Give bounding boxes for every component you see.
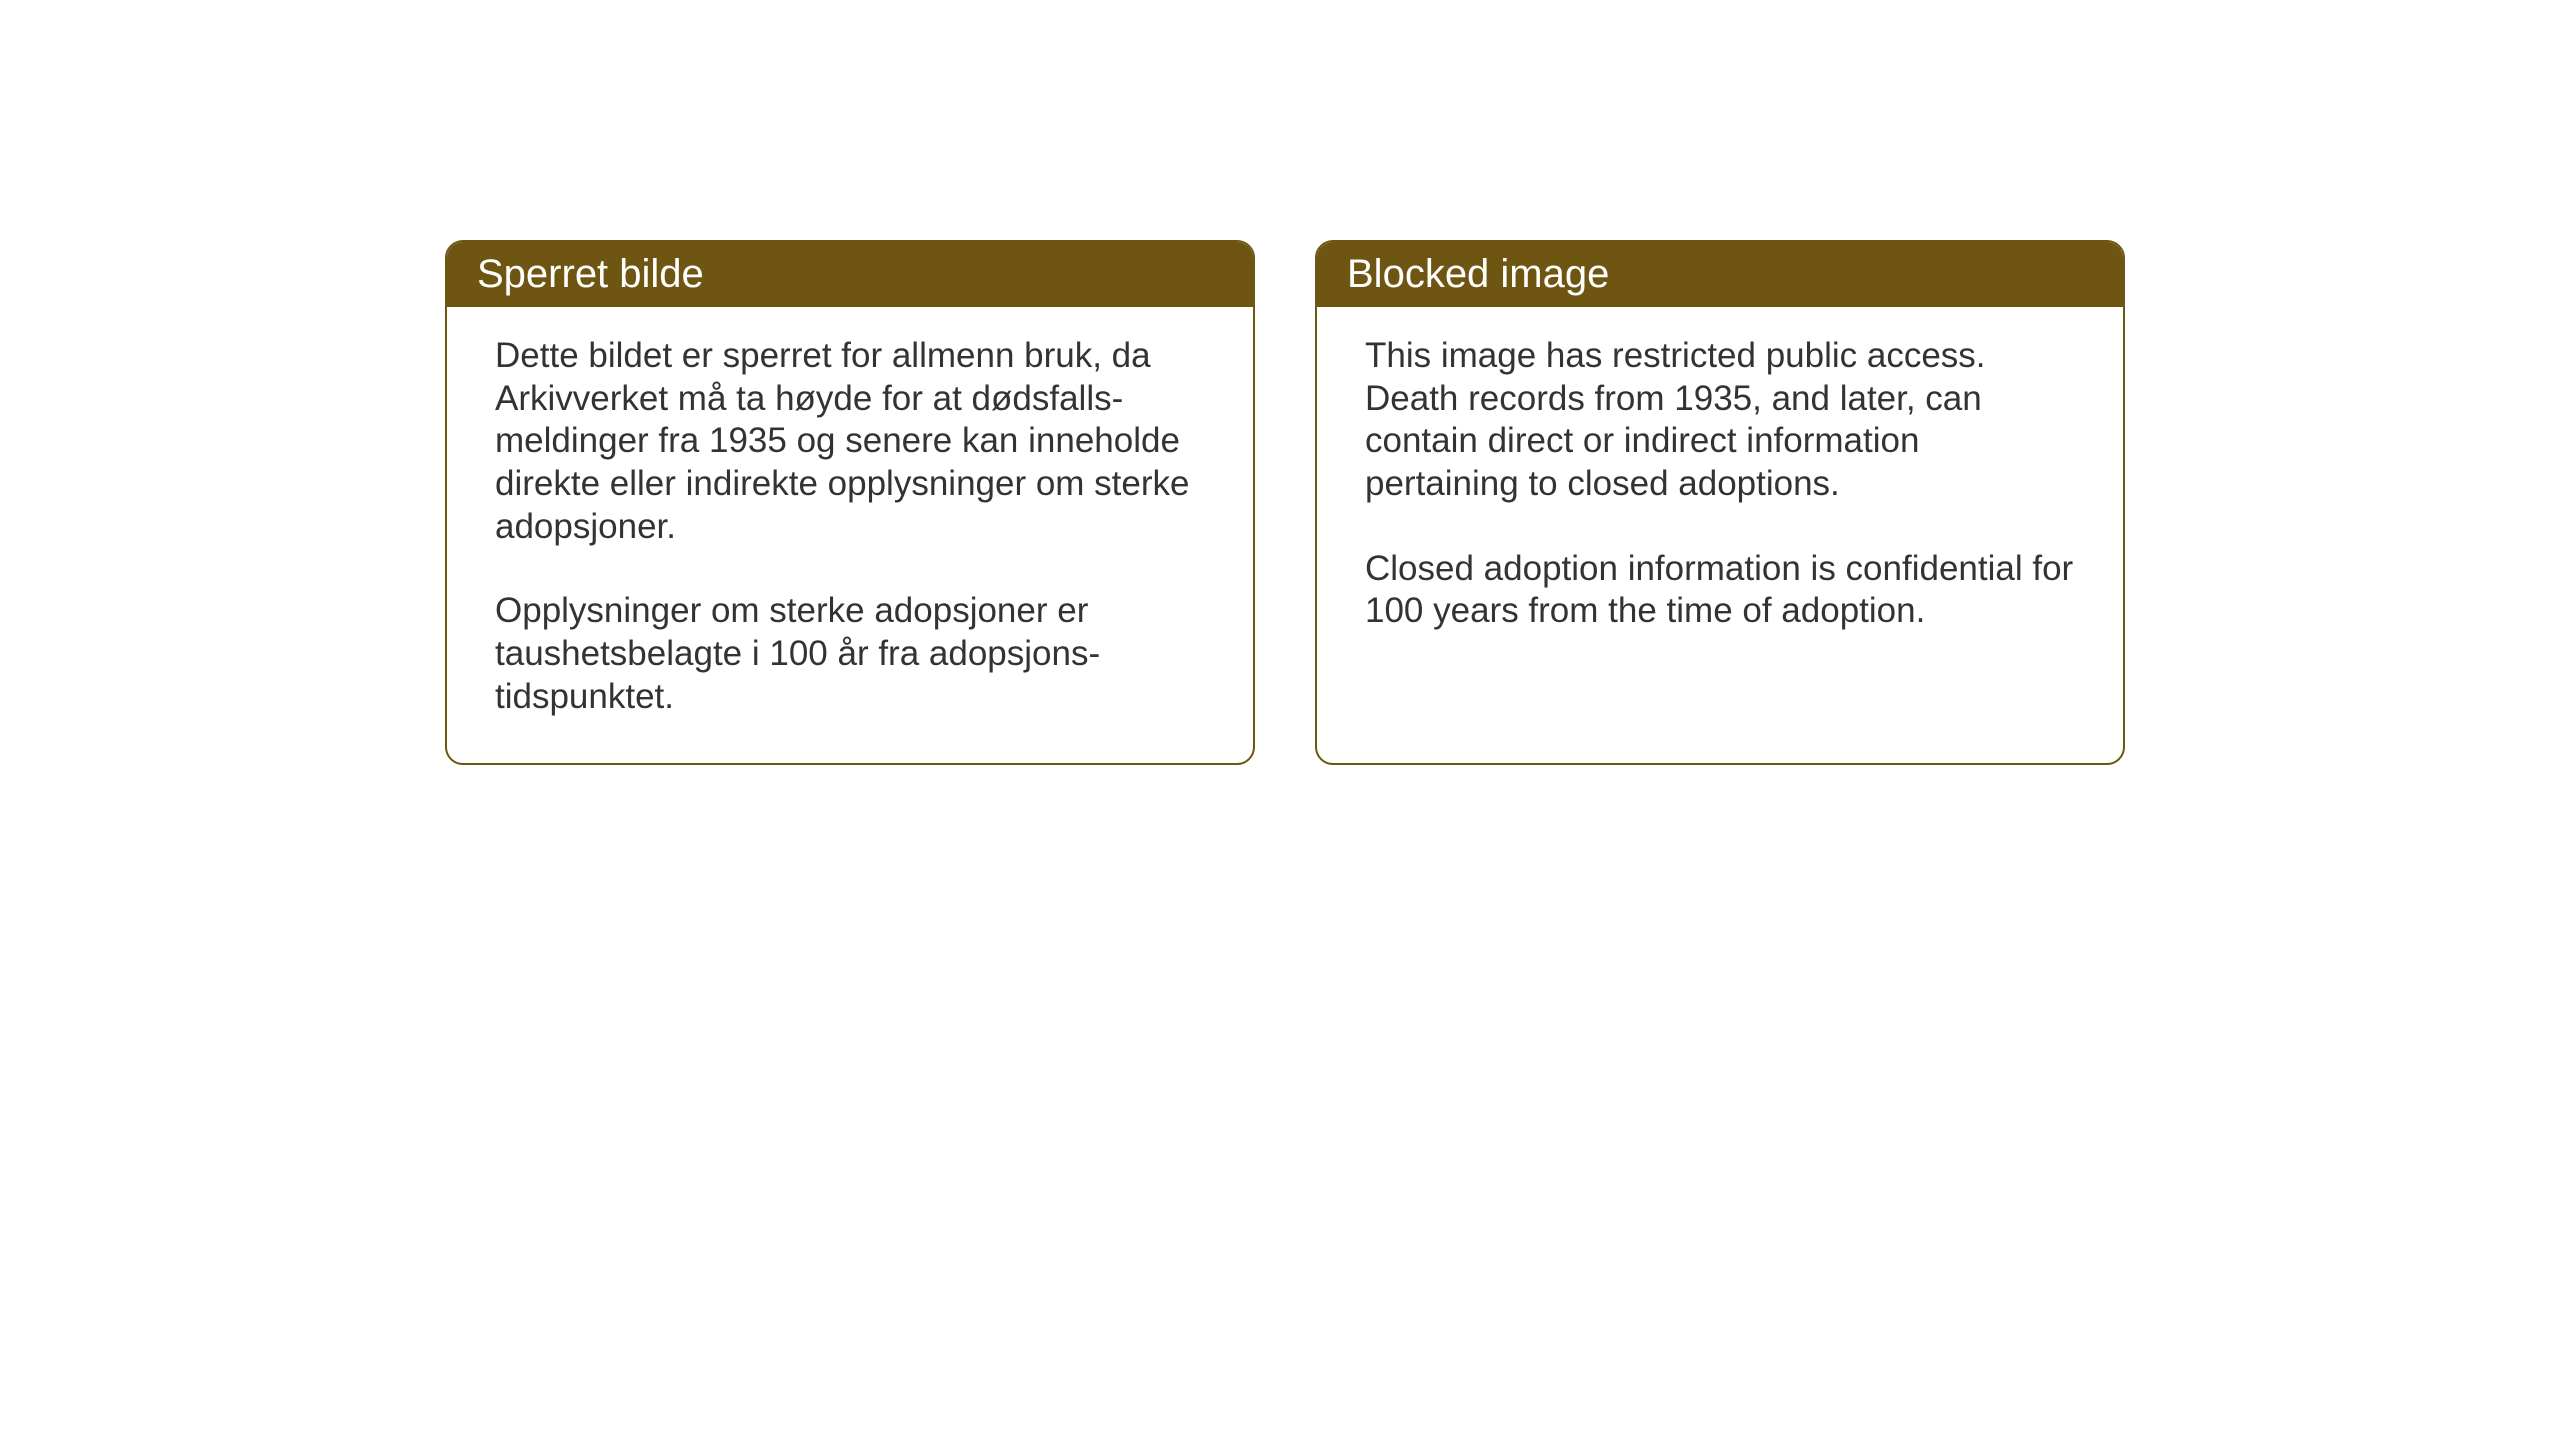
card-norwegian-paragraph1: Dette bildet er sperret for allmenn bruk…	[495, 335, 1205, 548]
card-norwegian-header: Sperret bilde	[447, 242, 1253, 307]
card-english: Blocked image This image has restricted …	[1315, 240, 2125, 765]
card-english-body: This image has restricted public access.…	[1317, 307, 2123, 677]
cards-container: Sperret bilde Dette bildet er sperret fo…	[445, 240, 2125, 765]
card-norwegian-body: Dette bildet er sperret for allmenn bruk…	[447, 307, 1253, 763]
card-english-paragraph1: This image has restricted public access.…	[1365, 335, 2075, 506]
card-norwegian-title: Sperret bilde	[477, 252, 704, 296]
card-norwegian-paragraph2: Opplysninger om sterke adopsjoner er tau…	[495, 590, 1205, 718]
card-english-header: Blocked image	[1317, 242, 2123, 307]
card-english-title: Blocked image	[1347, 252, 1609, 296]
card-english-paragraph2: Closed adoption information is confident…	[1365, 548, 2075, 633]
card-norwegian: Sperret bilde Dette bildet er sperret fo…	[445, 240, 1255, 765]
